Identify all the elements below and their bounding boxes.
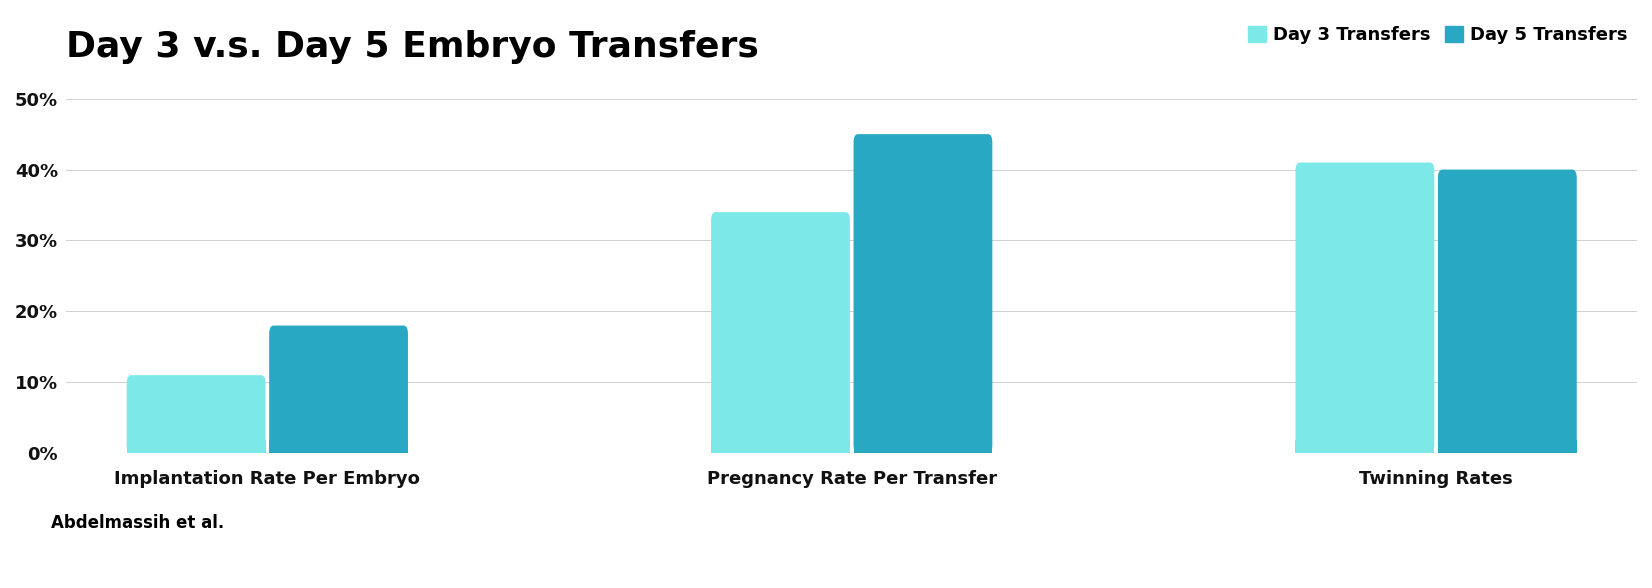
Bar bbox=[127, 440, 266, 453]
Bar bbox=[710, 440, 849, 453]
Bar bbox=[1295, 440, 1434, 453]
FancyBboxPatch shape bbox=[710, 212, 849, 453]
Text: Day 3 v.s. Day 5 Embryo Transfers: Day 3 v.s. Day 5 Embryo Transfers bbox=[66, 30, 760, 64]
Legend: Day 3 Transfers, Day 5 Transfers: Day 3 Transfers, Day 5 Transfers bbox=[1247, 26, 1627, 44]
FancyBboxPatch shape bbox=[269, 326, 408, 453]
Bar bbox=[854, 440, 993, 453]
FancyBboxPatch shape bbox=[854, 134, 993, 453]
Text: Abdelmassih et al.: Abdelmassih et al. bbox=[51, 514, 225, 532]
FancyBboxPatch shape bbox=[1437, 169, 1576, 453]
Bar bbox=[1437, 440, 1576, 453]
FancyBboxPatch shape bbox=[127, 375, 266, 453]
FancyBboxPatch shape bbox=[1295, 162, 1434, 453]
Bar bbox=[269, 440, 408, 453]
